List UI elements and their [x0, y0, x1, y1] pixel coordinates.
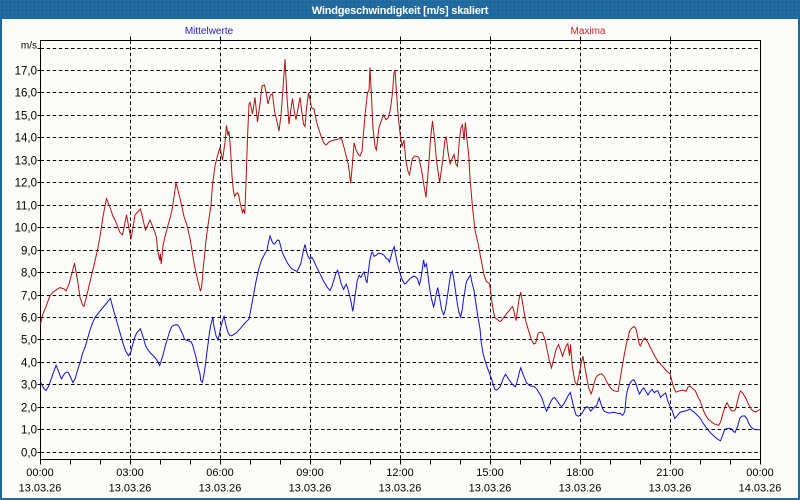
svg-text:Maxima: Maxima: [570, 26, 605, 37]
svg-text:00:00: 00:00: [746, 467, 774, 479]
svg-text:10,0: 10,0: [15, 223, 37, 235]
svg-text:18:00: 18:00: [566, 467, 594, 479]
svg-text:06:00: 06:00: [206, 467, 234, 479]
svg-text:15,0: 15,0: [15, 111, 37, 123]
svg-text:13.03.26: 13.03.26: [559, 483, 602, 495]
svg-text:00:00: 00:00: [26, 467, 54, 479]
svg-text:12,0: 12,0: [15, 178, 37, 190]
svg-text:15:00: 15:00: [476, 467, 504, 479]
svg-text:Windgeschwindigkeit [m/s] skal: Windgeschwindigkeit [m/s] skaliert: [312, 5, 489, 17]
svg-text:13.03.26: 13.03.26: [109, 483, 152, 495]
svg-text:13.03.26: 13.03.26: [469, 483, 512, 495]
svg-text:17,0: 17,0: [15, 66, 37, 78]
svg-text:13,0: 13,0: [15, 156, 37, 168]
svg-text:9,0: 9,0: [21, 246, 37, 258]
svg-text:3,0: 3,0: [21, 380, 37, 392]
svg-text:8,0: 8,0: [21, 268, 37, 280]
svg-text:11,0: 11,0: [15, 201, 37, 213]
svg-text:6,0: 6,0: [21, 313, 37, 325]
svg-text:12:00: 12:00: [386, 467, 414, 479]
svg-text:13.03.26: 13.03.26: [379, 483, 422, 495]
svg-text:09:00: 09:00: [296, 467, 324, 479]
svg-text:03:00: 03:00: [116, 467, 144, 479]
svg-text:1,0: 1,0: [21, 425, 37, 437]
svg-text:21:00: 21:00: [656, 467, 684, 479]
svg-text:13.03.26: 13.03.26: [649, 483, 692, 495]
svg-text:14.03.26: 14.03.26: [739, 483, 782, 495]
svg-text:13.03.26: 13.03.26: [199, 483, 242, 495]
svg-text:13.03.26: 13.03.26: [19, 483, 62, 495]
svg-text:Mittelwerte: Mittelwerte: [185, 26, 234, 37]
svg-text:2,0: 2,0: [21, 403, 37, 415]
svg-text:0,0: 0,0: [21, 448, 37, 460]
svg-text:5,0: 5,0: [21, 335, 37, 347]
svg-text:14,0: 14,0: [15, 133, 37, 145]
svg-text:7,0: 7,0: [21, 291, 37, 303]
svg-text:16,0: 16,0: [15, 88, 37, 100]
svg-text:13.03.26: 13.03.26: [289, 483, 332, 495]
svg-text:4,0: 4,0: [21, 358, 37, 370]
svg-text:m/s: m/s: [21, 41, 37, 52]
